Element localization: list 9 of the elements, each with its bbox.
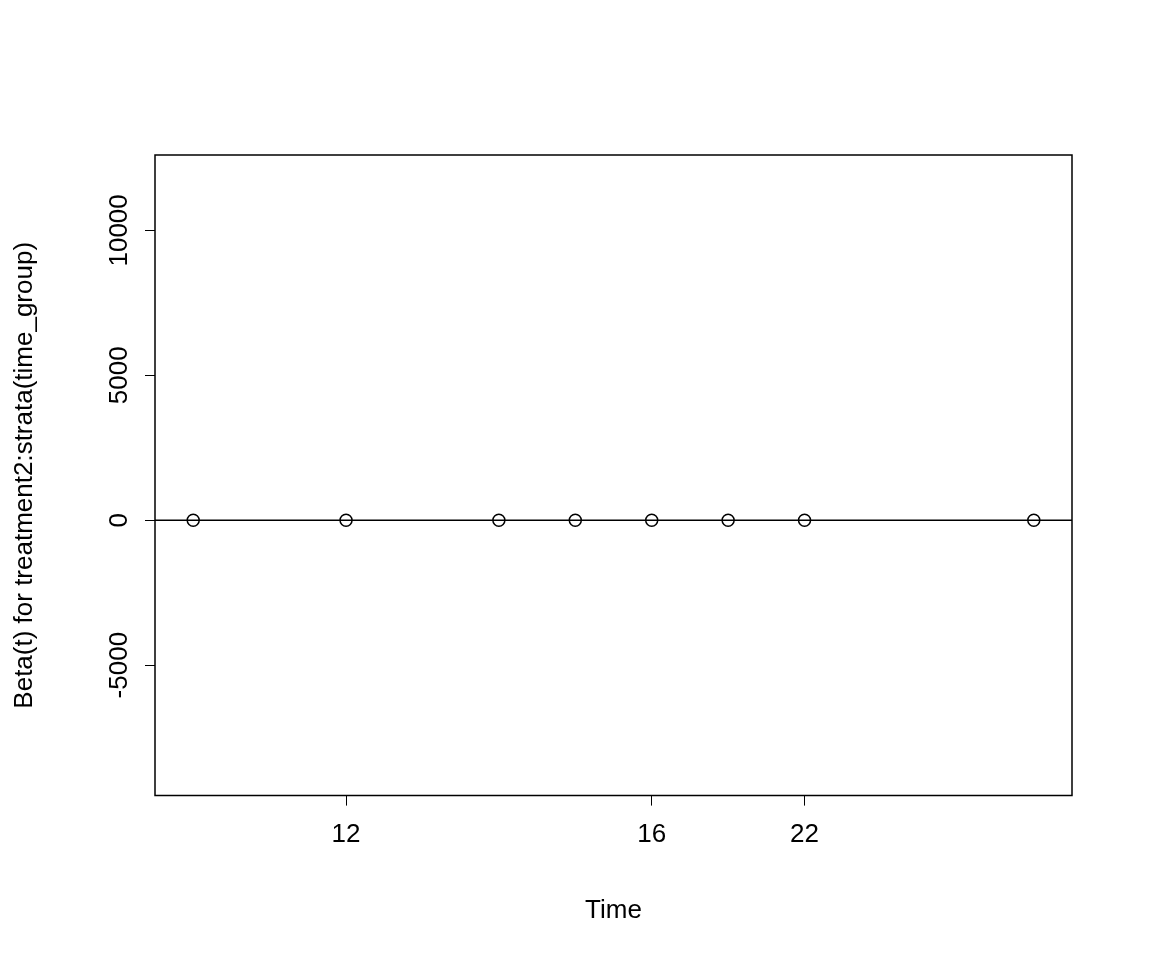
x-tick-label: 22 <box>790 818 819 849</box>
y-tick-label: 0 <box>103 512 134 528</box>
x-tick-label: 12 <box>331 818 361 849</box>
x-tick-label: 16 <box>637 818 667 849</box>
y-tick-label: -5000 <box>103 631 134 699</box>
y-axis-title: Beta(t) for treatment2:strata(time_group) <box>7 241 38 709</box>
y-tick-label: 10000 <box>103 194 134 267</box>
y-tick-label: 5000 <box>103 346 134 405</box>
x-axis-title: Time <box>585 893 642 924</box>
